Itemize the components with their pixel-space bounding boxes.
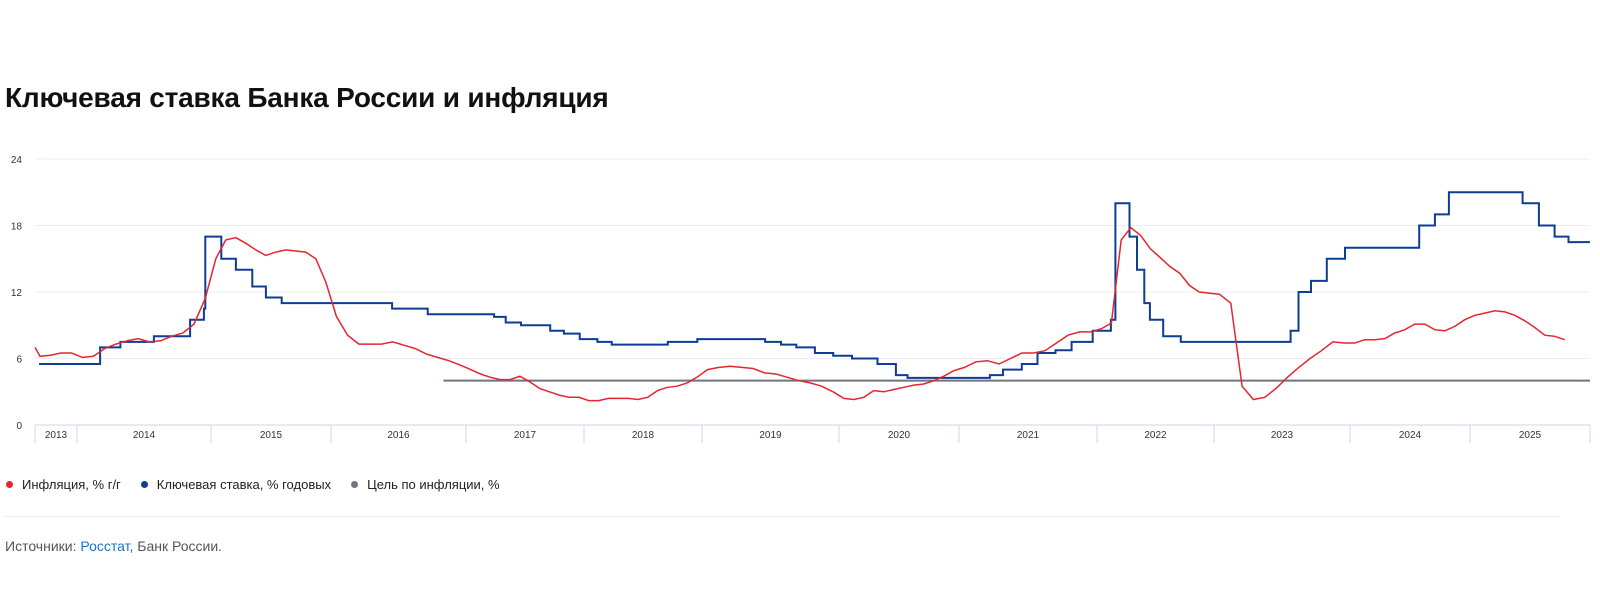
x-tick-label: 2019 bbox=[759, 430, 782, 441]
x-tick-label: 2024 bbox=[1399, 430, 1422, 441]
grid-lines bbox=[35, 158, 1590, 359]
chart-title: Ключевая ставка Банка России и инфляция bbox=[5, 82, 609, 113]
legend-label: Цель по инфляции, % bbox=[367, 477, 500, 492]
y-axis-ticks: 0 6 12 18 24 bbox=[11, 155, 23, 432]
inflation-line[interactable] bbox=[34, 226, 1566, 402]
x-tick-label: 2025 bbox=[1519, 430, 1542, 441]
legend-label: Ключевая ставка, % годовых bbox=[156, 477, 332, 492]
x-tick-label: 2021 bbox=[1017, 430, 1040, 441]
legend-dot-icon bbox=[351, 481, 359, 488]
x-tick-label: 2017 bbox=[514, 430, 537, 441]
x-tick-label: 2015 bbox=[260, 430, 283, 441]
key-rate-line[interactable] bbox=[39, 191, 1590, 379]
rosstat-link[interactable]: Росстат bbox=[80, 538, 130, 554]
source-note: Источники: Росстат, Банк России. bbox=[5, 538, 222, 554]
legend-item-inflation[interactable]: Инфляция, % г/г bbox=[6, 477, 121, 492]
x-tick-label: 2013 bbox=[45, 430, 68, 441]
x-tick-label: 2022 bbox=[1144, 430, 1167, 441]
y-tick-label: 6 bbox=[16, 355, 22, 366]
legend-dot-icon bbox=[6, 481, 13, 488]
x-axis: 2013 2014 2015 2016 2017 2018 2019 2020 2021 2022… bbox=[34, 424, 1591, 443]
source-suffix: , Банк России. bbox=[129, 538, 223, 554]
x-tick-label: 2014 bbox=[133, 430, 156, 441]
legend-label: Инфляция, % г/г bbox=[22, 477, 121, 492]
y-tick-label: 0 bbox=[16, 421, 22, 432]
legend-dot-icon bbox=[140, 481, 148, 488]
x-tick-label: 2016 bbox=[387, 430, 410, 441]
x-tick-label: 2020 bbox=[888, 430, 911, 441]
y-tick-label: 24 bbox=[11, 155, 23, 166]
y-tick-label: 18 bbox=[11, 222, 23, 233]
legend-item-key-rate[interactable]: Ключевая ставка, % годовых bbox=[140, 477, 332, 492]
x-tick-label: 2023 bbox=[1271, 430, 1294, 441]
divider bbox=[5, 516, 1560, 517]
x-tick-label: 2018 bbox=[632, 430, 655, 441]
source-prefix: Источники: bbox=[5, 538, 81, 554]
legend-item-inflation-target[interactable]: Цель по инфляции, % bbox=[351, 477, 500, 492]
chart-legend: Инфляция, % г/г Ключевая ставка, % годов… bbox=[6, 477, 500, 492]
y-tick-label: 12 bbox=[11, 288, 23, 299]
